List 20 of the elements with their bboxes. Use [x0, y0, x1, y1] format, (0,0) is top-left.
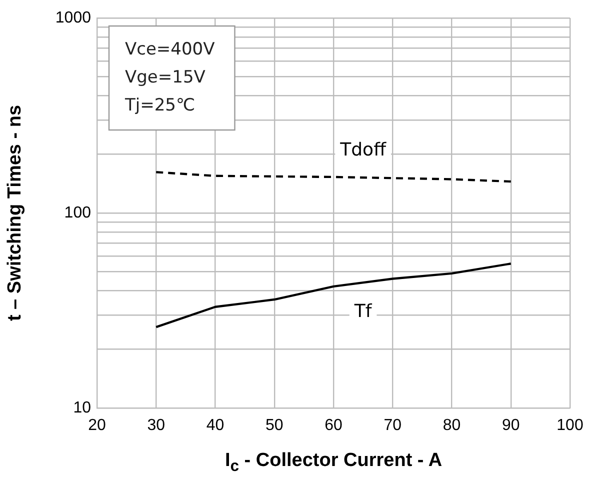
x-tick-label: 50 — [265, 417, 284, 434]
annotation: Tj=25℃ — [124, 95, 196, 116]
series-label: Tf — [353, 301, 372, 322]
x-tick-label: 30 — [147, 417, 166, 434]
x-tick-label: 90 — [502, 417, 520, 434]
y-tick-label: 100 — [64, 204, 92, 222]
x-tick-label: 70 — [384, 417, 402, 434]
annotation: Vge=15V — [125, 67, 206, 88]
y-tick-label: 10 — [73, 399, 92, 416]
x-tick-label: 80 — [442, 417, 461, 434]
y-axis-title: t – Switching Times - ns — [4, 104, 26, 322]
line-series — [155, 171, 512, 183]
series-label: Tdoff — [339, 140, 387, 161]
annotation: Vce=400V — [125, 39, 216, 60]
x-tick-label: 20 — [88, 417, 106, 434]
x-tick-label: 100 — [556, 417, 584, 434]
x-tick-label: 60 — [324, 417, 342, 434]
x-axis-title: I$_{c}$ - Collector Current - A — [224, 450, 444, 476]
y-tick-label: 1000 — [55, 9, 92, 26]
x-tick-label: 40 — [206, 417, 224, 434]
